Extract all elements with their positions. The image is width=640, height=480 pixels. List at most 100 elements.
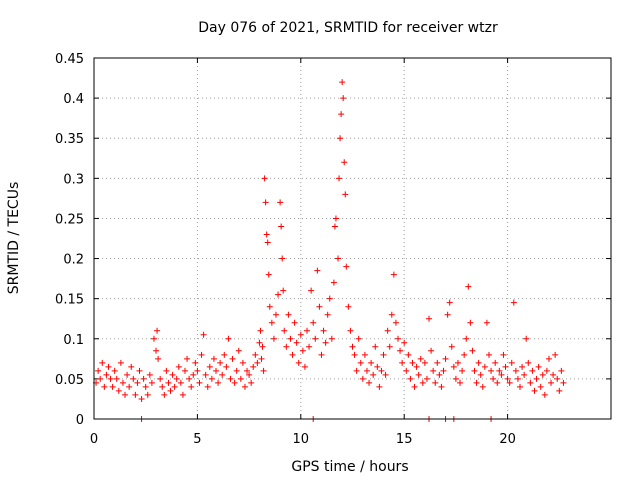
data-point [481, 363, 488, 370]
data-point [258, 355, 265, 362]
data-point [146, 371, 153, 378]
data-point [233, 367, 240, 374]
data-point [521, 371, 528, 378]
data-point [500, 351, 507, 358]
data-point [219, 371, 226, 378]
data-point [278, 223, 285, 230]
y-tick-label: 0.2 [63, 253, 84, 268]
chart-title: Day 076 of 2021, SRMTID for receiver wtz… [198, 20, 498, 36]
y-tick-label: 0.05 [55, 373, 84, 388]
data-point [419, 379, 426, 386]
data-point [275, 291, 282, 298]
data-point [99, 359, 106, 366]
data-point [256, 339, 263, 346]
data-point [560, 379, 567, 386]
data-point [223, 363, 230, 370]
data-point [514, 375, 521, 382]
data-point [465, 283, 472, 290]
data-point [363, 367, 370, 374]
data-point [483, 319, 490, 326]
data-point [492, 359, 499, 366]
data-point [469, 347, 476, 354]
data-point [268, 319, 275, 326]
data-point [390, 271, 397, 278]
data-point [239, 359, 246, 366]
data-point [246, 371, 253, 378]
data-point [221, 351, 228, 358]
y-tick-label: 0 [76, 413, 84, 428]
data-point [331, 223, 338, 230]
data-point [498, 371, 505, 378]
data-point [357, 359, 364, 366]
data-point [407, 375, 414, 382]
data-point [339, 79, 346, 86]
data-point [198, 351, 205, 358]
data-point [539, 371, 546, 378]
data-point [558, 367, 565, 374]
data-point [537, 383, 544, 390]
data-point [554, 375, 561, 382]
data-point [361, 351, 368, 358]
data-point [342, 191, 349, 198]
data-point [324, 311, 331, 318]
data-point [548, 379, 555, 386]
data-point [519, 363, 526, 370]
data-point [368, 359, 375, 366]
data-point [413, 363, 420, 370]
data-point [262, 199, 269, 206]
data-point [159, 383, 166, 390]
data-point [506, 379, 513, 386]
data-point [244, 367, 251, 374]
data-point [184, 355, 191, 362]
data-point [450, 363, 457, 370]
data-point [115, 387, 122, 394]
data-point [177, 379, 184, 386]
data-point [494, 379, 501, 386]
data-point [421, 359, 428, 366]
data-point [531, 387, 538, 394]
data-point [485, 351, 492, 358]
data-point [293, 339, 300, 346]
data-point [161, 391, 168, 398]
data-point [304, 327, 311, 334]
y-tick-label: 0.45 [55, 52, 84, 67]
data-point [310, 319, 317, 326]
data-point [459, 367, 466, 374]
data-point [213, 367, 220, 374]
data-point [107, 375, 114, 382]
data-point [165, 379, 172, 386]
data-point [533, 375, 540, 382]
data-point [529, 367, 536, 374]
data-point [436, 371, 443, 378]
data-point [353, 367, 360, 374]
data-point [415, 371, 422, 378]
data-point [340, 95, 347, 102]
data-point [206, 363, 213, 370]
plot-frame [93, 57, 612, 420]
data-point [504, 375, 511, 382]
data-point [155, 355, 162, 362]
data-point [188, 383, 195, 390]
data-point [345, 303, 352, 310]
data-point [301, 363, 308, 370]
data-point [227, 375, 234, 382]
data-point [366, 379, 373, 386]
data-point [452, 375, 459, 382]
data-point [254, 359, 261, 366]
data-point [417, 355, 424, 362]
data-point [295, 359, 302, 366]
data-point [527, 379, 534, 386]
data-point [194, 367, 201, 374]
data-point [382, 371, 389, 378]
data-point [103, 371, 110, 378]
data-point [124, 371, 131, 378]
data-point [119, 379, 126, 386]
data-point [517, 383, 524, 390]
data-point [446, 299, 453, 306]
data-point [444, 311, 451, 318]
data-point [347, 327, 354, 334]
data-point [428, 347, 435, 354]
data-point [370, 371, 377, 378]
x-axis-label: GPS time / hours [291, 459, 408, 475]
data-point [173, 375, 180, 382]
